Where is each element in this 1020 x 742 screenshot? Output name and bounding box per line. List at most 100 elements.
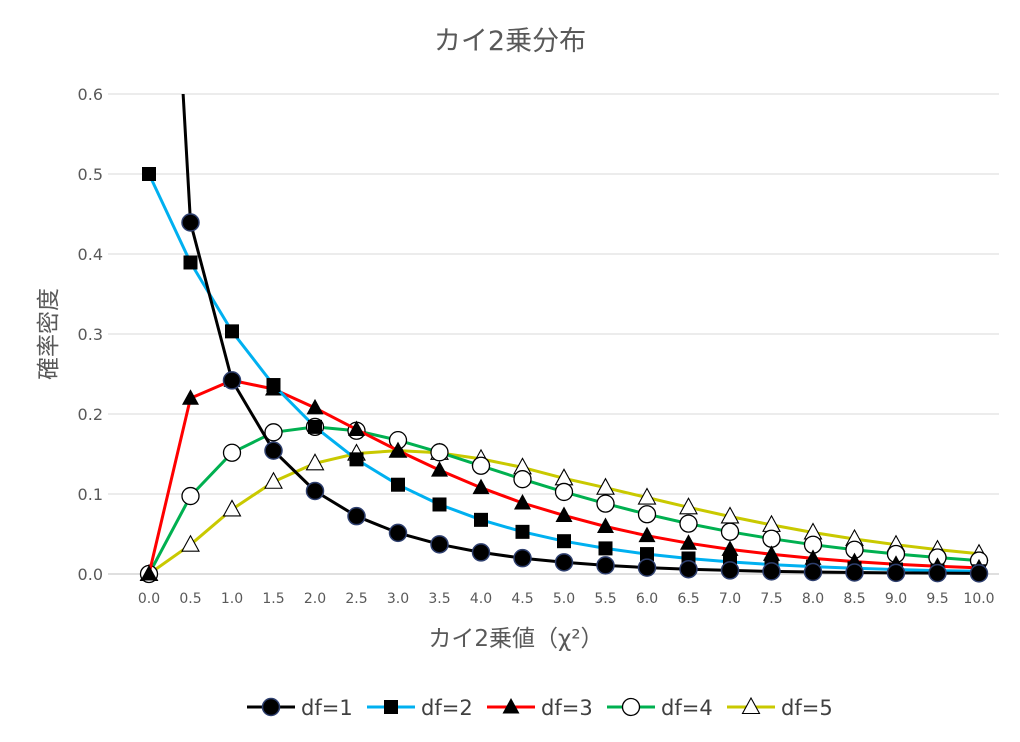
- x-tick-label: 6.0: [636, 591, 658, 607]
- x-tick-label: 1.0: [221, 591, 243, 607]
- x-tick-label: 6.5: [677, 591, 699, 607]
- data-point: [637, 505, 657, 524]
- data-point: [183, 255, 198, 270]
- y-axis-ticks: 0.0 0.1 0.2 0.3 0.4 0.5 0.6: [78, 85, 103, 584]
- data-point: [762, 562, 781, 581]
- y-tick-label: 0.5: [78, 165, 103, 184]
- data-point: [803, 562, 823, 582]
- data-point: [554, 553, 574, 572]
- data-point: [431, 461, 448, 477]
- legend-item: df=3: [487, 696, 593, 720]
- legend-marker: [261, 697, 281, 717]
- x-tick-label: 2.0: [304, 591, 326, 607]
- legend-label: df=4: [661, 696, 713, 720]
- data-point: [596, 556, 615, 575]
- data-point: [391, 477, 405, 492]
- x-tick-label: 3.0: [387, 591, 409, 607]
- data-point: [222, 499, 242, 517]
- data-point: [845, 563, 864, 582]
- data-point: [181, 534, 200, 552]
- data-point: [514, 493, 531, 510]
- data-point: [225, 324, 239, 339]
- data-point: [182, 389, 199, 405]
- y-axis-title: 確率密度: [36, 288, 62, 380]
- data-point: [637, 558, 657, 577]
- x-tick-label: 10.0: [963, 591, 994, 607]
- data-point: [305, 453, 325, 471]
- data-point: [266, 378, 281, 393]
- data-point: [388, 523, 408, 543]
- data-point: [471, 543, 491, 562]
- data-point: [181, 213, 200, 232]
- x-tick-label: 4.0: [470, 591, 492, 607]
- data-point: [763, 545, 780, 561]
- chart-title: カイ2乗分布: [434, 26, 586, 57]
- series-df=1: [181, 94, 989, 583]
- y-tick-label: 0.6: [78, 85, 103, 104]
- data-point: [430, 535, 449, 554]
- data-point: [389, 441, 407, 458]
- y-tick-label: 0.1: [78, 485, 103, 504]
- data-point: [305, 481, 325, 501]
- legend-item: df=4: [607, 696, 713, 720]
- legend: df=1 df=2 df=3 df=4 df=5: [247, 696, 833, 720]
- legend-item: df=1: [247, 696, 353, 720]
- legend-label: df=1: [301, 696, 353, 720]
- legend-marker: [384, 700, 398, 714]
- data-point: [969, 564, 989, 583]
- x-tick-label: 7.5: [760, 591, 782, 607]
- y-tick-label: 0.4: [78, 245, 103, 264]
- x-tick-label: 2.5: [345, 591, 367, 607]
- x-tick-label: 3.5: [428, 591, 450, 607]
- x-axis-title: カイ2乗値（χ²）: [428, 626, 603, 652]
- data-point: [430, 443, 449, 462]
- data-point: [348, 420, 365, 436]
- data-point: [637, 487, 657, 505]
- data-point: [222, 443, 242, 462]
- data-point: [679, 559, 698, 579]
- data-point: [264, 471, 283, 489]
- x-tick-label: 1.5: [262, 591, 284, 607]
- data-point: [557, 534, 571, 549]
- legend-label: df=2: [421, 696, 473, 720]
- data-point: [679, 514, 698, 533]
- data-point: [597, 517, 614, 533]
- data-point: [432, 497, 447, 512]
- data-point: [264, 423, 283, 442]
- data-point: [474, 512, 488, 527]
- y-tick-label: 0.3: [78, 325, 103, 344]
- plot-area: [139, 94, 989, 584]
- legend-item: df=5: [727, 696, 833, 720]
- data-point: [181, 486, 200, 506]
- data-point: [513, 470, 532, 489]
- data-point: [306, 398, 324, 415]
- data-point: [555, 506, 573, 522]
- data-point: [680, 534, 697, 550]
- data-point: [513, 548, 532, 568]
- x-tick-label: 9.5: [926, 591, 948, 607]
- data-point: [349, 452, 364, 467]
- data-point: [515, 524, 530, 539]
- legend-label: df=5: [781, 696, 833, 720]
- data-point: [721, 540, 739, 556]
- x-tick-label: 5.0: [553, 591, 575, 607]
- data-point: [640, 547, 654, 562]
- data-point: [596, 494, 615, 513]
- y-tick-label: 0.2: [78, 405, 103, 424]
- legend-label: df=3: [541, 696, 593, 720]
- x-tick-label: 5.5: [594, 591, 616, 607]
- x-tick-label: 0.5: [179, 591, 201, 607]
- data-point: [308, 419, 322, 434]
- data-point: [638, 526, 656, 543]
- data-point: [222, 371, 242, 390]
- data-point: [679, 497, 698, 515]
- data-point: [596, 477, 615, 495]
- x-tick-label: 9.0: [885, 591, 907, 607]
- data-point: [142, 167, 156, 181]
- data-point: [140, 565, 158, 581]
- legend-marker: [502, 698, 520, 714]
- data-point: [471, 456, 491, 475]
